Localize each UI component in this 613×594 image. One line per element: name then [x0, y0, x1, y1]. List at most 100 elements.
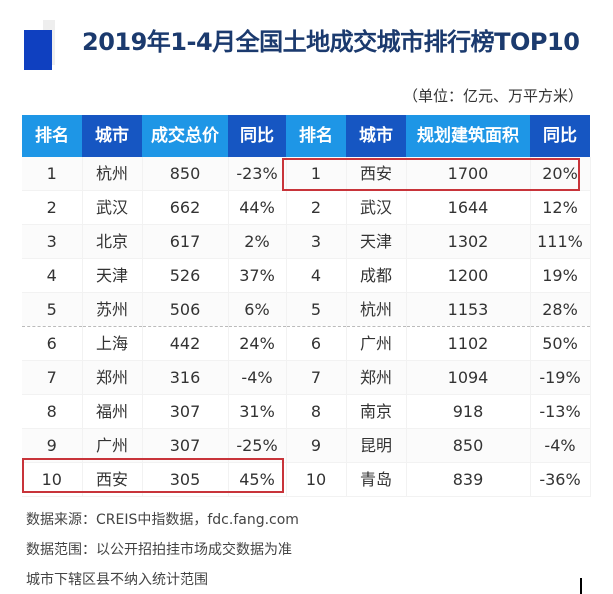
table-row: 5 苏州 506 6% 5 杭州 1153 28% — [22, 292, 591, 327]
page-title: 2019年1-4月全国土地成交城市排行榜TOP10 — [82, 28, 580, 56]
table-cell: 1302 — [406, 224, 531, 259]
table-cell: 9 — [22, 428, 83, 463]
table-cell: 广州 — [82, 428, 143, 463]
table-cell: -4% — [228, 360, 287, 395]
header-yoy: 同比 — [228, 115, 286, 157]
table-cell: 1200 — [406, 258, 531, 293]
table-cell: -19% — [530, 360, 591, 395]
table-cell: 天津 — [82, 258, 143, 293]
table-cell: 北京 — [82, 224, 143, 259]
table-cell: 上海 — [82, 326, 143, 361]
header-city: 城市 — [82, 115, 142, 157]
table-cell: 918 — [406, 394, 531, 429]
table-cell: 5 — [22, 292, 83, 327]
table-cell: 南京 — [346, 394, 407, 429]
footer-scope: 数据范围：以公开招拍挂市场成交数据为准 — [26, 542, 292, 558]
footer-source: 数据来源：CREIS中指数据，fdc.fang.com — [26, 512, 299, 528]
table-cell: 111% — [530, 224, 591, 259]
title-decoration-bar — [24, 30, 52, 70]
unit-note: （单位：亿元、万平方米） — [402, 87, 583, 105]
table-cell: 1094 — [406, 360, 531, 395]
ranking-table: 排名 城市 成交总价 同比 排名 城市 规划建筑面积 同比 1 杭州 850 -23%… — [22, 115, 591, 497]
table-cell: 1102 — [406, 326, 531, 361]
table-cell: 1 — [286, 157, 347, 191]
table-cell: 2 — [286, 190, 347, 225]
table-cell: -23% — [228, 157, 287, 191]
table-cell: 305 — [142, 462, 229, 497]
table-cell: -25% — [228, 428, 287, 463]
table-cell: 316 — [142, 360, 229, 395]
table-cell: 青岛 — [346, 462, 407, 497]
table-cell: 662 — [142, 190, 229, 225]
table-cell: 武汉 — [346, 190, 407, 225]
table-cell: 442 — [142, 326, 229, 361]
table-cell: -4% — [530, 428, 591, 463]
table-cell: 6% — [228, 292, 287, 327]
table-cell: 850 — [406, 428, 531, 463]
table-cell: 850 — [142, 157, 229, 191]
table-cell: 6 — [286, 326, 347, 361]
table-row: 8 福州 307 31% 8 南京 918 -13% — [22, 394, 591, 429]
table-cell: 郑州 — [346, 360, 407, 395]
table-cell: 1 — [22, 157, 83, 191]
header-row: 排名 城市 成交总价 同比 排名 城市 规划建筑面积 同比 — [22, 115, 590, 157]
table-cell: 6 — [22, 326, 83, 361]
table-cell: 28% — [530, 292, 591, 327]
table-cell: 天津 — [346, 224, 407, 259]
table-cell: 4 — [286, 258, 347, 293]
text-cursor — [580, 578, 582, 594]
header-yoy-2: 同比 — [530, 115, 590, 157]
table-cell: 西安 — [346, 157, 407, 191]
table-cell: 307 — [142, 394, 229, 429]
table-cell: 7 — [22, 360, 83, 395]
table-cell: 19% — [530, 258, 591, 293]
table-cell: 12% — [530, 190, 591, 225]
table-row: 3 北京 617 2% 3 天津 1302 111% — [22, 224, 591, 259]
table-cell: 839 — [406, 462, 531, 497]
header-planned-area: 规划建筑面积 — [406, 115, 530, 157]
table-row: 9 广州 307 -25% 9 昆明 850 -4% — [22, 428, 591, 463]
table-cell: 杭州 — [346, 292, 407, 327]
table-cell: 3 — [22, 224, 83, 259]
footer-note: 城市下辖区县不纳入统计范围 — [26, 572, 208, 588]
table-cell: 4 — [22, 258, 83, 293]
table-cell: 9 — [286, 428, 347, 463]
table-cell: 45% — [228, 462, 287, 497]
table-cell: 武汉 — [82, 190, 143, 225]
table-cell: 广州 — [346, 326, 407, 361]
table-cell: -36% — [530, 462, 591, 497]
table-cell: 福州 — [82, 394, 143, 429]
table-cell: 307 — [142, 428, 229, 463]
table-cell: -13% — [530, 394, 591, 429]
header-city-2: 城市 — [346, 115, 406, 157]
table-cell: 2 — [22, 190, 83, 225]
table-cell: 37% — [228, 258, 287, 293]
table-cell: 7 — [286, 360, 347, 395]
table-row: 1 杭州 850 -23% 1 西安 1700 20% — [22, 157, 591, 191]
table-row: 2 武汉 662 44% 2 武汉 1644 12% — [22, 190, 591, 225]
table-cell: 10 — [286, 462, 347, 497]
table-cell: 郑州 — [82, 360, 143, 395]
table-cell: 617 — [142, 224, 229, 259]
header-total-price: 成交总价 — [142, 115, 228, 157]
table-row: 10 西安 305 45% 10 青岛 839 -36% — [22, 462, 591, 497]
table-cell: 20% — [530, 157, 591, 191]
header-rank: 排名 — [22, 115, 82, 157]
table-cell: 1700 — [406, 157, 531, 191]
table-cell: 44% — [228, 190, 287, 225]
table-row: 7 郑州 316 -4% 7 郑州 1094 -19% — [22, 360, 591, 395]
table-cell: 成都 — [346, 258, 407, 293]
table-cell: 50% — [530, 326, 591, 361]
table-cell: 3 — [286, 224, 347, 259]
table-cell: 昆明 — [346, 428, 407, 463]
table-cell: 526 — [142, 258, 229, 293]
table-cell: 10 — [22, 462, 83, 497]
table-cell: 8 — [286, 394, 347, 429]
table-cell: 31% — [228, 394, 287, 429]
table-cell: 苏州 — [82, 292, 143, 327]
table-row: 4 天津 526 37% 4 成都 1200 19% — [22, 258, 591, 293]
table-cell: 5 — [286, 292, 347, 327]
table-cell: 1644 — [406, 190, 531, 225]
header-rank-2: 排名 — [286, 115, 346, 157]
